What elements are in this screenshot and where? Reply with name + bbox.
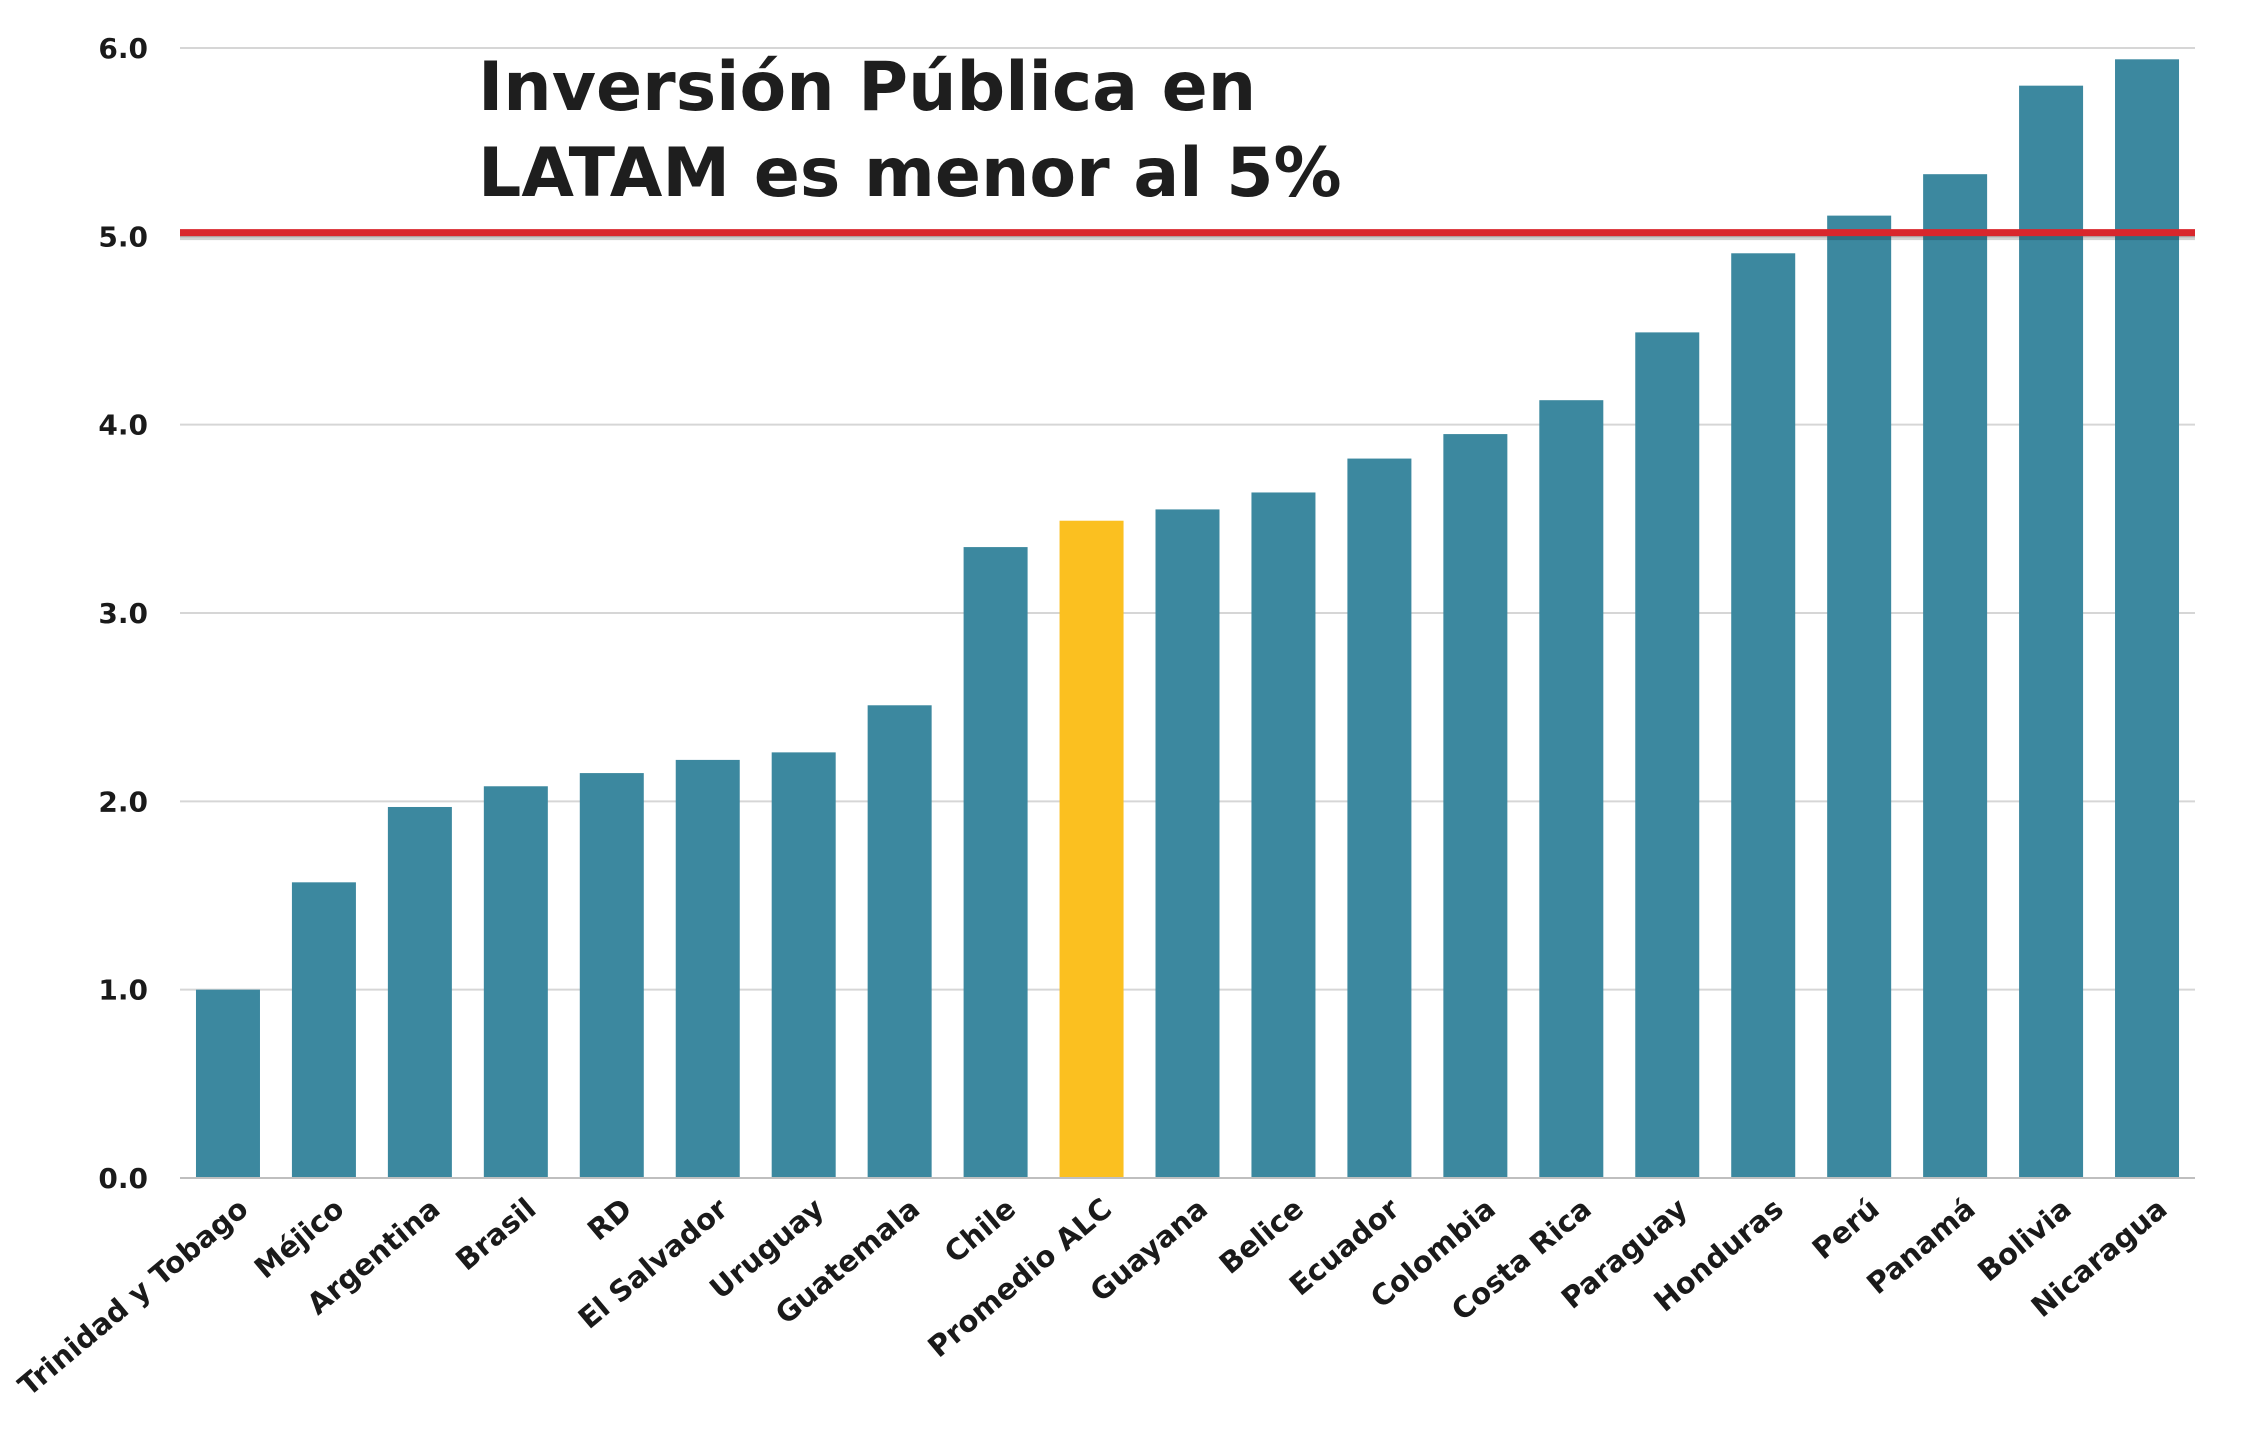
x-tick-label: RD xyxy=(581,1191,638,1247)
bar-10 xyxy=(1155,509,1220,1179)
bar-9 xyxy=(1059,520,1124,1178)
bar-14 xyxy=(1539,400,1604,1178)
bar-3 xyxy=(483,786,548,1178)
bar-7 xyxy=(867,705,932,1178)
bars xyxy=(195,59,2180,1179)
y-tick-label: 6.0 xyxy=(98,32,148,65)
chart-title-line-1: Inversión Pública en xyxy=(478,48,1256,127)
x-tick-label: Trinidad y Tobago xyxy=(12,1191,255,1402)
bar-20 xyxy=(2115,59,2180,1178)
y-tick-label: 3.0 xyxy=(98,597,148,630)
bar-16 xyxy=(1731,253,1796,1179)
y-tick-label: 2.0 xyxy=(98,785,148,818)
bar-5 xyxy=(675,759,740,1178)
bar-11 xyxy=(1251,492,1316,1178)
reference-line-group xyxy=(180,229,2195,241)
bar-18 xyxy=(1923,174,1988,1178)
x-tick-label: Chile xyxy=(938,1191,1022,1269)
x-tick-label: Perú xyxy=(1806,1191,1886,1266)
y-tick-label: 1.0 xyxy=(98,974,148,1007)
bar-2 xyxy=(387,806,452,1178)
bar-19 xyxy=(2019,85,2084,1179)
y-tick-label: 5.0 xyxy=(98,220,148,253)
bar-1 xyxy=(291,882,356,1178)
bar-8 xyxy=(963,547,1028,1178)
bar-4 xyxy=(579,773,644,1178)
chart-title-line-2: LATAM es menor al 5% xyxy=(478,134,1342,213)
x-tick-label: Panamá xyxy=(1860,1191,1981,1301)
bar-13 xyxy=(1443,434,1508,1178)
bar-6 xyxy=(771,752,836,1178)
bar-0 xyxy=(195,989,260,1178)
bar-17 xyxy=(1827,215,1892,1178)
bar-15 xyxy=(1635,332,1700,1179)
y-tick-label: 0.0 xyxy=(98,1162,148,1195)
x-tick-label: Brasil xyxy=(449,1191,542,1277)
bar-12 xyxy=(1347,458,1412,1179)
y-axis-tick-labels: 0.0 1.0 2.0 3.0 4.0 5.0 6.0 xyxy=(98,32,148,1195)
y-tick-label: 4.0 xyxy=(98,409,148,442)
